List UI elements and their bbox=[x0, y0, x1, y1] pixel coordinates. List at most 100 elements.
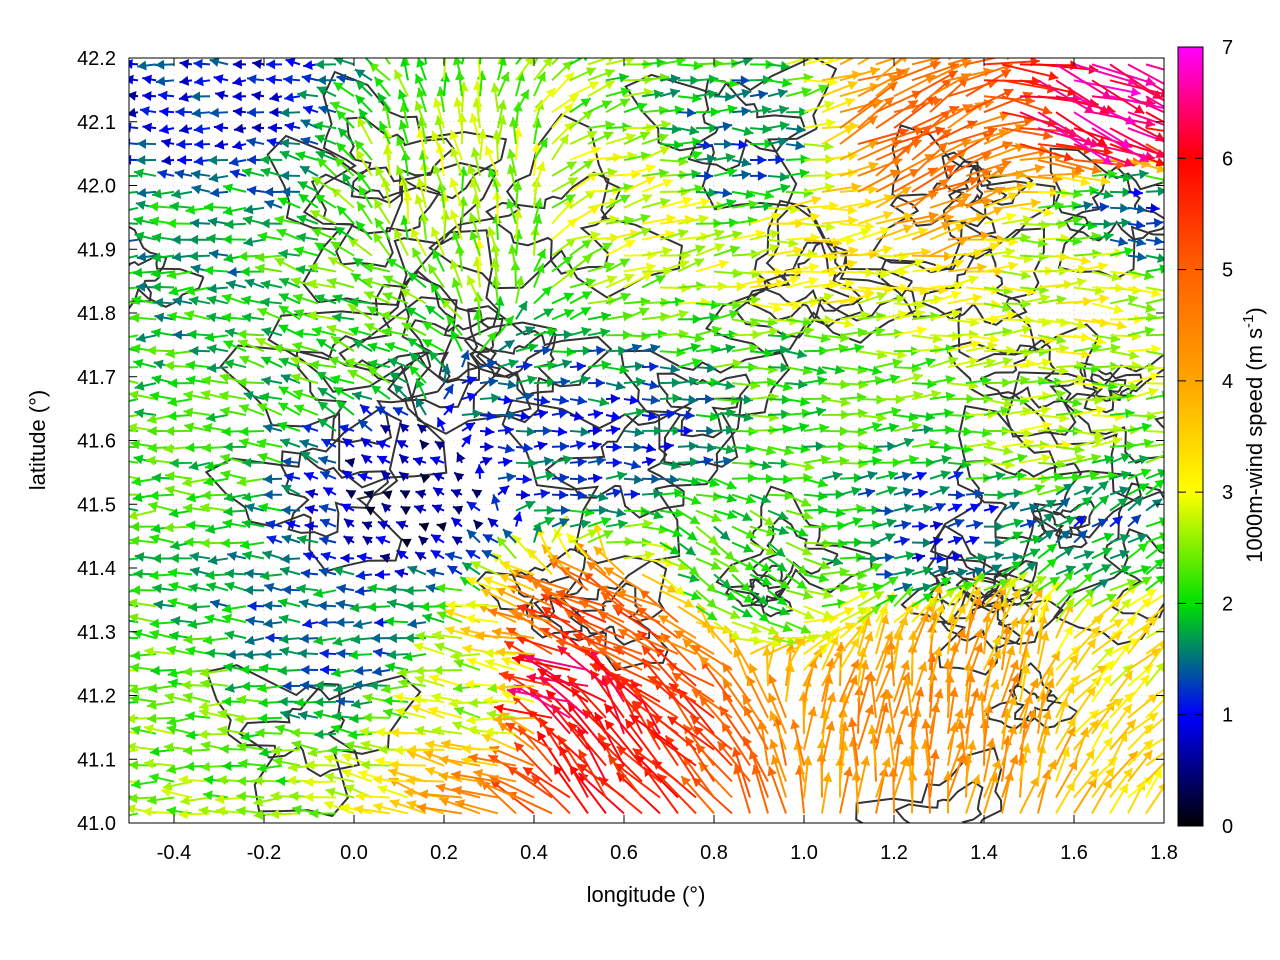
wind-vector-head bbox=[701, 618, 712, 628]
wind-vector-head bbox=[542, 425, 552, 436]
wind-vector-head bbox=[617, 519, 628, 530]
wind-vector-head bbox=[1102, 674, 1112, 685]
wind-vector-head bbox=[1103, 219, 1113, 230]
wind-vector-head bbox=[523, 767, 534, 777]
wind-vector-head bbox=[1008, 261, 1018, 272]
wind-vector-head bbox=[823, 292, 834, 303]
wind-vector-head bbox=[640, 213, 651, 224]
wind-vector-head bbox=[472, 256, 483, 267]
wind-vector-head bbox=[507, 410, 517, 421]
wind-vector-head bbox=[220, 469, 231, 480]
wind-vector-head bbox=[393, 745, 404, 756]
wind-vector-head bbox=[1021, 325, 1032, 335]
wind-vector-shaft bbox=[615, 681, 643, 735]
wind-vector-head bbox=[435, 143, 446, 153]
wind-vector-head bbox=[767, 674, 778, 685]
wind-vector-head bbox=[1125, 408, 1135, 419]
wind-vector-head bbox=[130, 585, 140, 596]
wind-vector-head bbox=[223, 506, 233, 517]
wind-vector-head bbox=[867, 140, 879, 150]
wind-vector-head bbox=[783, 446, 794, 456]
wind-vector-head bbox=[307, 310, 317, 321]
wind-vector-head bbox=[555, 589, 566, 599]
wind-vector-head bbox=[203, 775, 214, 785]
wind-vector-head bbox=[336, 648, 346, 659]
wind-vector-head bbox=[151, 472, 161, 483]
wind-vector-head bbox=[281, 505, 291, 516]
wind-vector-head bbox=[506, 627, 517, 637]
wind-vector-head bbox=[276, 776, 286, 787]
wind-vector-head bbox=[1001, 159, 1012, 170]
wind-vector-head bbox=[415, 489, 426, 499]
wind-vector-head bbox=[1112, 516, 1123, 526]
wind-vector-head bbox=[129, 684, 139, 695]
wind-vector-head bbox=[182, 666, 193, 677]
wind-vector-head bbox=[1039, 293, 1050, 304]
wind-vector-head bbox=[227, 551, 237, 562]
wind-vector-head bbox=[531, 142, 542, 153]
wind-vector-shaft bbox=[516, 651, 571, 687]
wind-vector-head bbox=[1043, 207, 1054, 217]
wind-vector-head bbox=[520, 410, 531, 421]
wind-vector-head bbox=[682, 196, 693, 206]
wind-vector-head bbox=[144, 758, 154, 769]
wind-vector-head bbox=[108, 724, 118, 734]
wind-vector-head bbox=[916, 471, 927, 481]
wind-vector-head bbox=[537, 731, 547, 742]
wind-vector-head bbox=[778, 525, 789, 536]
wind-vector-head bbox=[1050, 651, 1060, 662]
wind-vector-head bbox=[341, 768, 352, 779]
wind-vector-head bbox=[129, 793, 138, 804]
wind-vector-head bbox=[227, 267, 237, 278]
wind-vector-head bbox=[749, 663, 759, 674]
wind-vector-head bbox=[1096, 665, 1108, 675]
wind-vectors bbox=[108, 58, 1164, 820]
wind-vector-head bbox=[596, 456, 606, 467]
wind-vector-head bbox=[320, 664, 330, 675]
wind-vector-head bbox=[406, 800, 417, 810]
wind-vector-head bbox=[320, 518, 331, 528]
wind-vector-head bbox=[837, 538, 848, 549]
wind-vector-head bbox=[1127, 294, 1138, 305]
wind-vector-head bbox=[1103, 189, 1114, 200]
wind-vector-head bbox=[187, 602, 198, 613]
wind-vector-head bbox=[383, 695, 393, 706]
wind-vector-head bbox=[750, 624, 762, 634]
wind-vector-head bbox=[543, 308, 554, 318]
wind-vector-head bbox=[992, 206, 1004, 216]
wind-vector-head bbox=[674, 630, 685, 640]
wind-vector-head bbox=[189, 345, 199, 356]
wind-vector-head bbox=[129, 535, 140, 546]
wind-vector-head bbox=[598, 491, 609, 502]
wind-vector-head bbox=[1138, 169, 1149, 180]
wind-vector-head bbox=[314, 242, 326, 252]
wind-vector-head bbox=[1059, 497, 1070, 508]
wind-vector-head bbox=[494, 703, 504, 714]
wind-vector-head bbox=[886, 640, 897, 650]
wind-vector-head bbox=[690, 590, 702, 601]
wind-vector-shaft bbox=[129, 700, 139, 704]
wind-vector-head bbox=[491, 177, 502, 187]
wind-vector-head bbox=[136, 138, 147, 149]
wind-vector-shaft bbox=[656, 772, 697, 815]
wind-vector-head bbox=[444, 403, 454, 414]
wind-vector-head bbox=[307, 747, 318, 758]
wind-vector-shaft bbox=[616, 745, 661, 783]
wind-vector-head bbox=[372, 802, 383, 813]
wind-vector-head bbox=[563, 329, 573, 340]
wind-vector-head bbox=[932, 536, 943, 547]
wind-vector-head bbox=[818, 573, 829, 583]
wind-vector-head bbox=[245, 635, 255, 646]
wind-vector-head bbox=[647, 411, 658, 421]
wind-vector-head bbox=[168, 508, 179, 518]
wind-vector-head bbox=[523, 442, 533, 453]
wind-vector-head bbox=[1159, 532, 1164, 542]
wind-vector-shaft bbox=[129, 190, 139, 194]
wind-vector-head bbox=[280, 170, 290, 181]
wind-vector-shaft bbox=[567, 721, 607, 767]
wind-vector-head bbox=[931, 389, 941, 400]
wind-vector-head bbox=[1063, 625, 1073, 636]
wind-vector-head bbox=[1083, 485, 1094, 496]
wind-vector-head bbox=[903, 503, 914, 514]
wind-vector-head bbox=[508, 358, 519, 369]
